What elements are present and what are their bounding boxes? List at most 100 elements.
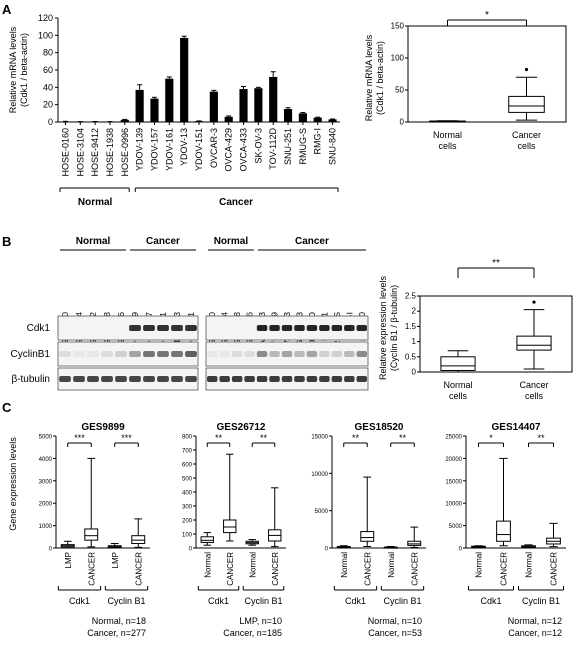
- blot-row-label: CyclinB1: [11, 349, 51, 360]
- box: [85, 529, 98, 540]
- bar: [225, 117, 233, 122]
- bar: [165, 79, 173, 122]
- blot-band: [332, 325, 342, 331]
- bar-x-tick-label: SK-OV-3: [253, 128, 263, 164]
- blot-band: [59, 351, 71, 357]
- y-tick-label: 5000: [449, 524, 463, 530]
- gene-label: Cyclin B1: [383, 596, 421, 606]
- bar: [150, 99, 158, 122]
- blot-band: [357, 376, 367, 382]
- bar-x-tick-label: TOV-112D: [268, 128, 278, 170]
- bar-x-tick-label: YDOV-157: [149, 128, 159, 171]
- category-label: LMP: [111, 552, 120, 568]
- significance-marker: ***: [74, 433, 85, 443]
- y-tick-label: 0: [412, 368, 417, 377]
- blot-band: [319, 325, 329, 331]
- bar-x-tick-label: HOSE-9412: [90, 128, 100, 177]
- blot-band: [143, 351, 155, 357]
- panel-label-a: A: [2, 2, 12, 17]
- bar: [254, 88, 262, 122]
- y-tick-label: 2.5: [405, 292, 417, 301]
- blot-band: [269, 325, 279, 331]
- blot-band: [319, 351, 329, 357]
- bar: [284, 109, 292, 122]
- box-b-y-axis-label-line: (Cyclin B1 / β-tubulin): [389, 285, 399, 371]
- blot-band: [244, 376, 254, 382]
- group-label: Cancer: [512, 130, 541, 140]
- blot-group-normal-left: Normal: [76, 236, 111, 247]
- blot-band: [207, 351, 217, 357]
- blot-band: [87, 376, 99, 382]
- gene-label: Cyclin B1: [244, 596, 282, 606]
- blot-band: [171, 351, 183, 357]
- category-label: CANCER: [550, 552, 559, 586]
- bar: [136, 90, 144, 122]
- significance-marker: **: [399, 433, 407, 443]
- blot-band: [219, 376, 229, 382]
- bar-x-tick-label: HOSE-0160: [60, 128, 70, 177]
- box: [201, 537, 213, 543]
- y-tick-label: 1.5: [405, 322, 417, 331]
- gene-label: Cdk1: [480, 596, 501, 606]
- bar: [180, 38, 188, 122]
- significance-marker: **: [537, 433, 545, 443]
- group-label: cells: [525, 391, 544, 401]
- bar-x-tick-label: SNU-840: [328, 128, 338, 165]
- panel-label-c: C: [2, 400, 12, 415]
- y-tick-label: 200: [182, 519, 193, 525]
- gene-label: Cyclin B1: [522, 596, 560, 606]
- dataset-plot-ges26712: GES267120100200300400500600700800****Nor…: [182, 422, 286, 638]
- y-tick-label: 150: [391, 22, 405, 31]
- sample-count-normal: Normal, n=12: [508, 616, 562, 626]
- box: [441, 357, 475, 371]
- blot-band: [282, 351, 292, 357]
- blot-band: [294, 325, 304, 331]
- group-label: Cancer: [519, 380, 548, 390]
- group-label: Normal: [433, 130, 462, 140]
- sample-count-normal: Normal, n=18: [92, 616, 146, 626]
- group-label: Normal: [443, 380, 472, 390]
- panel-c-y-axis-label: Gene expression levels: [8, 437, 18, 531]
- blot-band: [115, 376, 127, 382]
- blot-band: [207, 376, 217, 382]
- bar-y-tick-label: 60: [43, 65, 53, 75]
- blot-band: [282, 376, 292, 382]
- blot-band: [157, 376, 169, 382]
- y-tick-label: 5000: [315, 509, 329, 515]
- sample-count-normal: LMP, n=10: [239, 616, 282, 626]
- blot-band: [332, 376, 342, 382]
- bar: [121, 120, 129, 122]
- panel-label-b: B: [2, 234, 11, 249]
- bar-x-tick-label: HOSE-3104: [75, 128, 85, 177]
- category-label: CANCER: [363, 552, 372, 586]
- gene-label: Cdk1: [345, 596, 366, 606]
- bar-x-tick-label: RMG-I: [313, 128, 323, 155]
- category-label: CANCER: [226, 552, 235, 586]
- blot-row-label: β-tubulin: [11, 374, 50, 385]
- blot-band: [143, 376, 155, 382]
- blot-band: [294, 351, 304, 357]
- box-b-y-axis-label: Relative expression levels(Cyclin B1 / β…: [378, 275, 399, 380]
- dataset-title: GES26712: [217, 422, 266, 433]
- category-label: CANCER: [271, 552, 280, 586]
- blot-band: [73, 376, 85, 382]
- group-label-cancer: Cancer: [219, 197, 253, 208]
- y-tick-label: 300: [182, 505, 193, 511]
- sample-count-cancer: Cancer, n=185: [223, 628, 282, 638]
- blot-band: [171, 325, 183, 331]
- y-tick-label: 600: [182, 463, 193, 469]
- bar-x-tick-label: YDOV-139: [135, 128, 145, 171]
- blot-band: [257, 325, 267, 331]
- blot-band: [282, 325, 292, 331]
- y-tick-label: 500: [182, 477, 193, 483]
- sample-count-cancer: Cancer, n=53: [368, 628, 422, 638]
- y-tick-label: 50: [395, 86, 404, 95]
- blot-band: [219, 351, 229, 357]
- bar: [210, 92, 218, 122]
- y-tick-label: 0: [325, 547, 329, 553]
- bar-y-tick-label: 40: [43, 82, 53, 92]
- box-a-y-axis-label: Relative mRNA levels(Cdk1 / beta-actin): [364, 34, 385, 121]
